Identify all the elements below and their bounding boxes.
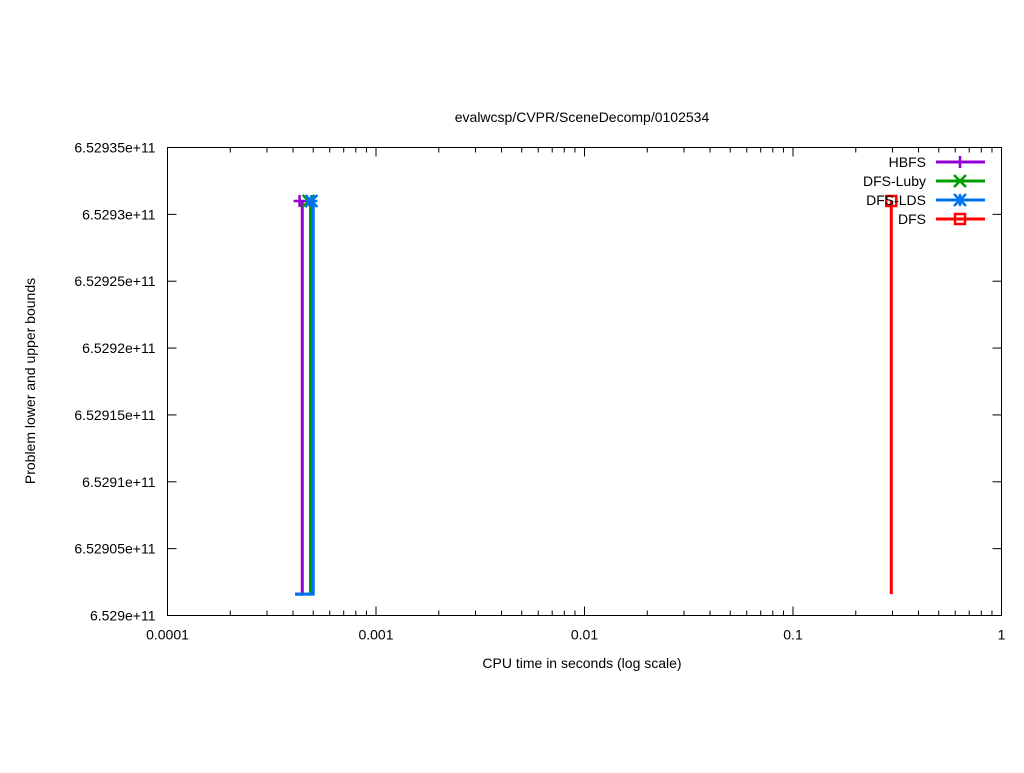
legend-marker (954, 156, 966, 168)
legend-marker (953, 174, 967, 188)
x-tick-label: 0.1 (783, 627, 803, 643)
data-point-marker (304, 194, 319, 208)
x-tick-label: 0.001 (358, 627, 393, 643)
legend-label: DFS-Luby (863, 173, 926, 189)
y-tick-label: 6.5293e+11 (82, 206, 156, 222)
x-tick-label: 0.01 (571, 627, 598, 643)
y-tick-label: 6.52905e+11 (74, 541, 155, 557)
series-dfs-lds (295, 194, 319, 596)
legend-label: HBFS (889, 154, 926, 170)
series-line (295, 200, 304, 596)
x-axis-label: CPU time in seconds (log scale) (482, 655, 681, 671)
x-tick-label: 0.0001 (146, 627, 189, 643)
y-axis-label: Problem lower and upper bounds (22, 278, 38, 484)
x-tick-label: 1 (998, 627, 1006, 643)
y-tick-label: 6.52915e+11 (74, 407, 155, 423)
data-point-marker (885, 194, 898, 208)
series-hbfs (293, 194, 306, 596)
y-tick-label: 6.529e+11 (90, 608, 156, 624)
legend-marker (953, 212, 967, 226)
y-tick-label: 6.5291e+11 (82, 474, 156, 490)
chart-title: evalwcsp/CVPR/SceneDecomp/0102534 (455, 109, 710, 125)
legend-label: DFS-LDS (866, 192, 926, 208)
data-point-marker (293, 194, 306, 207)
y-tick-label: 6.52935e+11 (74, 140, 155, 156)
legend-label: DFS (898, 211, 926, 227)
plot-frame (167, 147, 1002, 616)
series-line (295, 200, 315, 596)
legend-marker (953, 193, 967, 207)
y-tick-label: 6.5292e+11 (82, 340, 156, 356)
y-tick-label: 6.52925e+11 (74, 273, 155, 289)
series-dfs-luby (295, 194, 316, 596)
series-dfs (885, 194, 898, 595)
